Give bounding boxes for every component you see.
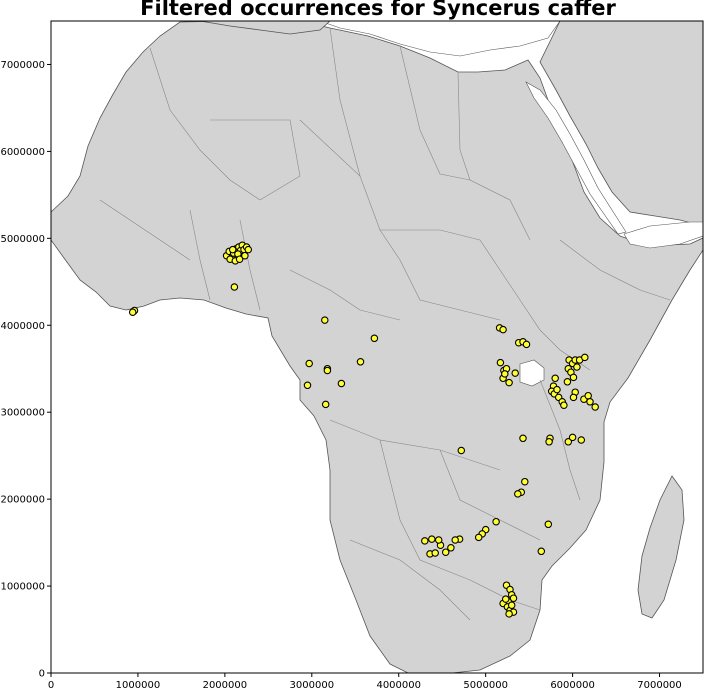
y-tick-label: 2000000 (0, 495, 45, 506)
basemap (51, 21, 703, 673)
lake-victoria (519, 359, 545, 387)
occurrence-point (553, 385, 561, 394)
occurrence-point (128, 308, 137, 316)
y-axis: 0 1000000 2000000 3000000 4000000 5000000 6000… (0, 60, 51, 680)
occurrence-point (537, 547, 546, 556)
occurrence-point (496, 358, 505, 367)
occurrence-point (441, 548, 450, 556)
occurrence-point (568, 433, 577, 442)
occurrence-point (581, 353, 589, 362)
occurrence-point (544, 520, 553, 529)
occurrence-point (522, 340, 531, 349)
y-tick-label: 5000000 (0, 234, 45, 245)
y-tick-label: 1000000 (0, 582, 45, 593)
occurrence-point (560, 401, 568, 409)
occurrence-point (564, 438, 573, 446)
occurrence-point (305, 359, 313, 368)
occurrence-point (501, 370, 509, 378)
occurrence-point (505, 378, 513, 387)
occurrence-point (241, 251, 249, 260)
y-tick-label: 7000000 (0, 60, 45, 71)
occurrence-point (370, 334, 379, 343)
occurrence-markers (128, 241, 599, 618)
x-tick-label: 3000000 (290, 680, 335, 690)
occurrence-point (509, 594, 518, 602)
x-tick-label: 7000000 (637, 680, 682, 690)
occurrence-point (323, 366, 332, 375)
occurrence-point (447, 544, 455, 552)
x-tick-label: 4000000 (376, 680, 421, 690)
occurrence-point (514, 490, 522, 498)
red-sea (525, 81, 627, 235)
europe-coast (199, 21, 331, 35)
x-tick-label: 6000000 (550, 680, 595, 690)
occurrence-point (235, 255, 244, 263)
occurrence-point (569, 373, 578, 382)
y-tick-label: 3000000 (0, 408, 45, 419)
occurrence-point (521, 477, 529, 486)
occurrence-point (499, 325, 507, 334)
y-tick-label: 4000000 (0, 321, 45, 332)
occurrence-point (586, 398, 594, 406)
mediterranean-sea (319, 21, 561, 57)
arabian-peninsula (539, 21, 703, 227)
occurrence-point (451, 536, 459, 544)
occurrence-point (457, 446, 466, 455)
occurrence-point (321, 400, 330, 409)
occurrence-point (244, 245, 253, 254)
x-tick-label: 5000000 (463, 680, 508, 690)
occurrence-point (492, 517, 500, 526)
occurrence-point (434, 536, 443, 544)
occurrence-point (577, 436, 586, 444)
y-tick-label: 0 (39, 669, 45, 680)
occurrence-point (421, 537, 429, 545)
x-axis: 0 1000000 2000000 3000000 4000000 5000000 6000… (48, 673, 682, 690)
occurrence-point (230, 283, 239, 291)
axes-frame (50, 20, 704, 674)
occurrence-point (337, 379, 346, 388)
occurrence-point (321, 316, 329, 324)
gulf-of-aden (623, 221, 703, 249)
occurrence-point (545, 438, 553, 446)
occurrence-point (507, 601, 516, 609)
x-tick-label: 1000000 (116, 680, 161, 690)
africa-landmass (51, 21, 703, 673)
occurrence-point (573, 363, 581, 371)
occurrence-point (356, 358, 365, 366)
occurrence-point (569, 393, 578, 402)
occurrence-point (431, 549, 439, 557)
occurrence-point (511, 369, 519, 377)
occurrence-point (551, 374, 559, 383)
chart-title: Filtered occurrences for Syncerus caffer (140, 0, 616, 20)
occurrence-point (228, 245, 237, 254)
occurrence-point (519, 434, 527, 443)
occurrence-point (591, 403, 599, 411)
x-tick-label: 2000000 (203, 680, 248, 690)
occurrence-point (303, 381, 312, 390)
occurrence-point (474, 533, 483, 542)
madagascar (637, 475, 685, 619)
occurrence-point (501, 595, 510, 603)
occurrence-point (563, 378, 572, 386)
occurrence-point (505, 610, 513, 618)
x-tick-label: 0 (48, 680, 54, 690)
occurrence-point (428, 535, 436, 543)
occurrence-point (584, 391, 592, 400)
y-tick-label: 6000000 (0, 147, 45, 158)
